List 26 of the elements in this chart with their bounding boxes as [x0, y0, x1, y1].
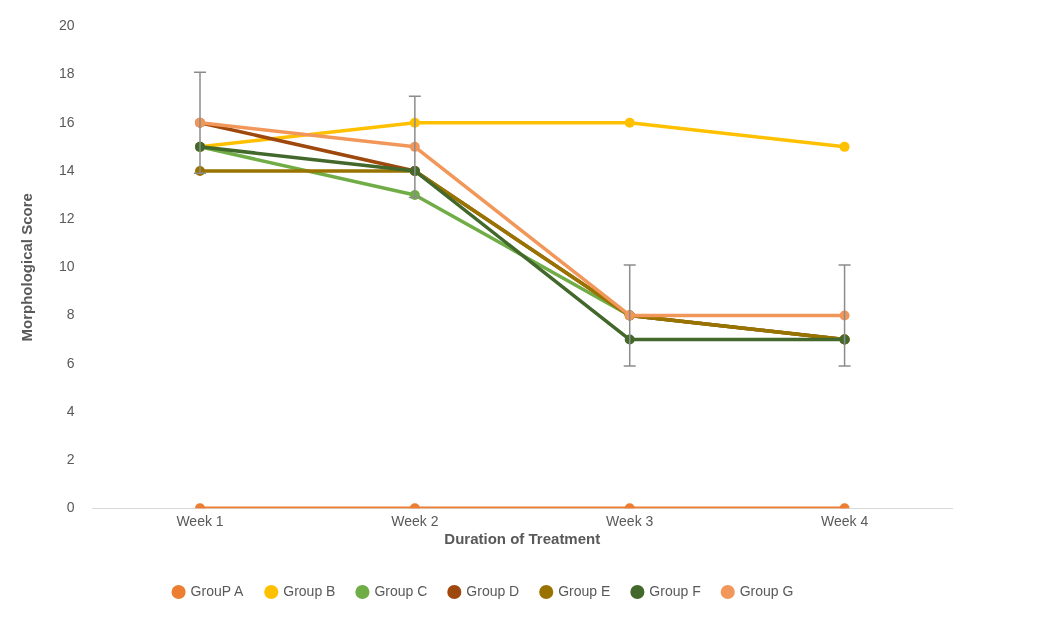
legend-label: Group D: [466, 582, 520, 599]
legend-label: GrouP A: [190, 582, 244, 599]
y-tick-label: 2: [66, 450, 75, 467]
y-tick-label: 14: [58, 161, 75, 178]
x-tick-label: Week 1: [176, 513, 224, 530]
legend-label: Group C: [374, 582, 428, 599]
legend-label: Group B: [283, 582, 336, 599]
y-tick-label: 16: [58, 113, 75, 130]
y-tick-label: 20: [58, 17, 75, 34]
y-tick-label: 18: [58, 65, 75, 82]
legend-label: Group G: [739, 582, 794, 599]
y-tick-label: 0: [66, 499, 75, 516]
point: [839, 141, 850, 152]
legend-label: Group F: [649, 582, 701, 599]
y-axis-title: Morphological Score: [18, 193, 36, 342]
y-tick-label: 8: [66, 306, 75, 323]
y-tick-label: 4: [66, 402, 75, 419]
y-tick-label: 12: [58, 209, 75, 226]
y-tick-label: 10: [58, 258, 75, 275]
x-tick-label: Week 3: [606, 513, 654, 530]
legend-label: Group E: [558, 582, 611, 599]
point: [624, 117, 635, 128]
x-tick-label: Week 4: [820, 513, 869, 530]
y-tick-label: 6: [66, 354, 75, 371]
x-axis-title: Duration of Treatment: [444, 530, 601, 548]
x-tick-label: Week 2: [391, 513, 439, 530]
